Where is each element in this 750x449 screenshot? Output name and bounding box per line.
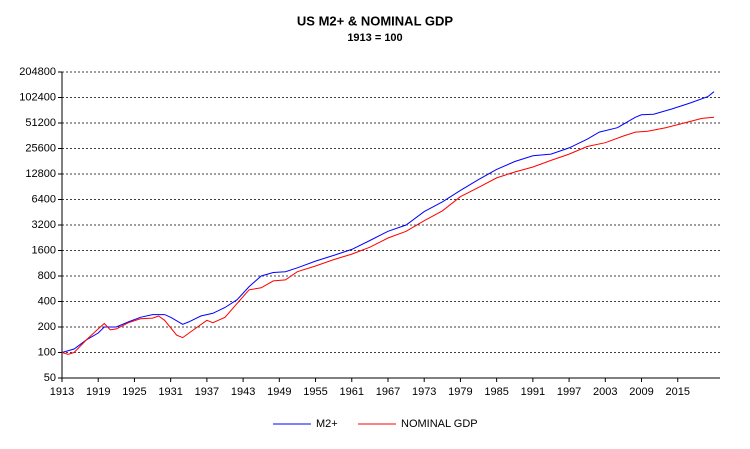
y-tick-label: 102400 [19, 91, 56, 103]
x-tick-label: 1961 [340, 386, 364, 398]
chart-subtitle: 1913 = 100 [347, 32, 402, 44]
y-tick-label: 400 [38, 295, 56, 307]
y-tick-label: 51200 [25, 117, 56, 129]
x-tick-label: 2003 [593, 386, 617, 398]
x-tick-label: 1997 [557, 386, 581, 398]
y-tick-label: 200 [38, 321, 56, 333]
x-tick-label: 1937 [195, 386, 219, 398]
y-tick-label: 3200 [32, 219, 56, 231]
legend-label: M2+ [316, 418, 338, 430]
x-tick-label: 1985 [484, 386, 508, 398]
y-tick-label: 800 [38, 270, 56, 282]
x-tick-label: 1925 [122, 386, 146, 398]
x-tick-label: 1931 [158, 386, 182, 398]
x-tick-label: 1979 [448, 386, 472, 398]
x-tick-label: 1919 [86, 386, 110, 398]
line-series [61, 116, 715, 355]
y-tick-label: 100 [38, 346, 56, 358]
x-tick-label: 1913 [50, 386, 74, 398]
y-tick-label: 1600 [32, 244, 56, 256]
y-tick-label: 25600 [25, 142, 56, 154]
x-tick-label: 1967 [376, 386, 400, 398]
x-tick-label: 2015 [666, 386, 690, 398]
y-tick-label: 6400 [32, 193, 56, 205]
x-tick-label: 1991 [521, 386, 545, 398]
x-tick-label: 1943 [231, 386, 255, 398]
x-tick-label: 1955 [303, 386, 327, 398]
legend-label: NOMINAL GDP [401, 418, 478, 430]
x-tick-label: 1973 [412, 386, 436, 398]
chart-title: US M2+ & NOMINAL GDP [297, 13, 453, 28]
y-tick-label: 12800 [25, 168, 56, 180]
line-series [61, 91, 715, 353]
x-tick-label: 2009 [629, 386, 653, 398]
y-tick-label: 204800 [19, 66, 56, 78]
y-tick-label: 50 [44, 372, 56, 384]
x-tick-label: 1949 [267, 386, 291, 398]
